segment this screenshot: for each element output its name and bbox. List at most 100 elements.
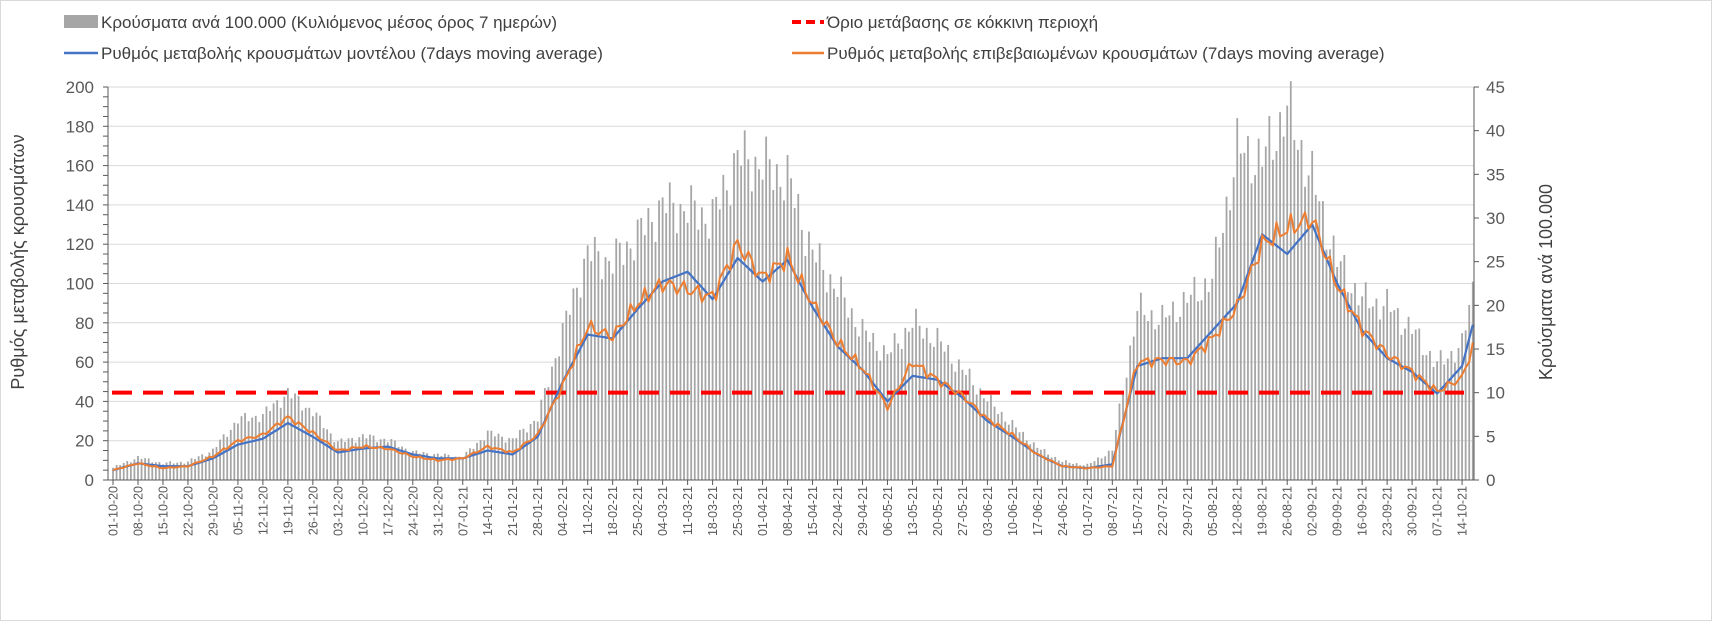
bar [843, 297, 846, 480]
x-tick-label: 10-06-21 [1006, 486, 1020, 536]
bar [686, 222, 689, 480]
bar [1015, 427, 1017, 480]
legend-bars-label: Κρούσματα ανά 100.000 (Κυλιόμενος μέσος … [101, 13, 557, 32]
bar [997, 414, 1000, 480]
bar [993, 406, 996, 480]
bar [297, 396, 300, 480]
x-tick-label: 15-07-21 [1131, 486, 1145, 536]
bar [818, 243, 821, 480]
bar [608, 261, 610, 480]
bar [1175, 321, 1178, 480]
bar [825, 292, 828, 480]
bar [1214, 236, 1217, 480]
x-tick-label: 29-10-20 [206, 486, 220, 536]
bar [1011, 419, 1014, 480]
bar [279, 407, 282, 480]
y-right-tick-label: 15 [1486, 340, 1505, 359]
bar [551, 366, 553, 480]
y-right-tick-label: 45 [1486, 78, 1505, 97]
bar [601, 279, 603, 480]
bar [315, 412, 318, 480]
bar [654, 241, 657, 480]
y-right-tick-label: 30 [1486, 209, 1505, 228]
bar [661, 197, 664, 480]
bar [754, 156, 757, 480]
x-tick-label: 20-05-21 [931, 486, 945, 536]
bar [1343, 254, 1346, 480]
bar [201, 454, 204, 480]
bar [1182, 291, 1185, 480]
bar [847, 317, 850, 480]
bar [604, 257, 607, 480]
x-tick-label: 25-02-21 [631, 486, 645, 536]
bar [1461, 333, 1463, 480]
bar [1279, 112, 1281, 480]
bar [444, 453, 446, 480]
bar [461, 458, 464, 480]
bar [1375, 298, 1378, 480]
bar [401, 446, 403, 480]
bar [1321, 200, 1324, 480]
bar [179, 461, 182, 480]
bar [1457, 348, 1460, 480]
x-tick-label: 14-10-21 [1456, 486, 1470, 536]
bar [633, 260, 635, 480]
legend-model-label: Ρυθμός μεταβολής κρουσμάτων μοντέλου (7d… [101, 44, 603, 63]
x-tick-label: 26-11-20 [306, 486, 320, 535]
bar [833, 288, 835, 480]
bar [286, 387, 289, 480]
bar [1204, 278, 1207, 480]
bar [658, 200, 660, 480]
bar [886, 354, 889, 480]
y-left-tick-label: 60 [75, 353, 94, 372]
bar [615, 238, 618, 480]
bar [925, 327, 928, 480]
bar [1400, 334, 1403, 480]
x-tick-label: 08-10-20 [131, 486, 145, 536]
bar [1364, 282, 1367, 480]
bar [1047, 454, 1049, 480]
bar [436, 453, 439, 480]
bar [586, 245, 589, 480]
bar [1239, 153, 1242, 480]
bar [561, 323, 564, 480]
bar [290, 398, 293, 480]
y-right-tick-label: 25 [1486, 253, 1505, 272]
bar [1232, 177, 1235, 480]
bar [668, 182, 671, 480]
bar [190, 458, 193, 480]
bar [433, 454, 436, 480]
bar [708, 238, 710, 480]
bar [1371, 306, 1374, 480]
bar [783, 200, 785, 480]
bar [1125, 377, 1128, 480]
bar [311, 416, 314, 480]
bar [1154, 329, 1157, 480]
bar [1436, 361, 1438, 480]
bar [1132, 336, 1135, 480]
bar [1040, 449, 1042, 480]
bar [829, 274, 832, 480]
bar [800, 229, 803, 480]
y-right-tick-label: 10 [1486, 384, 1505, 403]
bar [1272, 159, 1274, 481]
bar [1189, 294, 1192, 480]
x-tick-label: 17-12-20 [381, 486, 395, 536]
bar [975, 394, 978, 480]
bar [1150, 310, 1153, 480]
bar [390, 439, 393, 480]
bar [700, 207, 703, 480]
bar [1318, 201, 1321, 480]
bar [576, 287, 578, 480]
bar [383, 438, 386, 480]
bar [1414, 329, 1417, 480]
bar [1161, 304, 1164, 480]
y-right-tick-label: 40 [1486, 122, 1505, 141]
bar [932, 346, 935, 480]
bar [147, 458, 150, 480]
bar [1207, 292, 1210, 480]
bar [265, 406, 268, 480]
x-tick-label: 12-11-20 [256, 486, 270, 535]
bar [918, 325, 921, 480]
bar [854, 327, 857, 480]
